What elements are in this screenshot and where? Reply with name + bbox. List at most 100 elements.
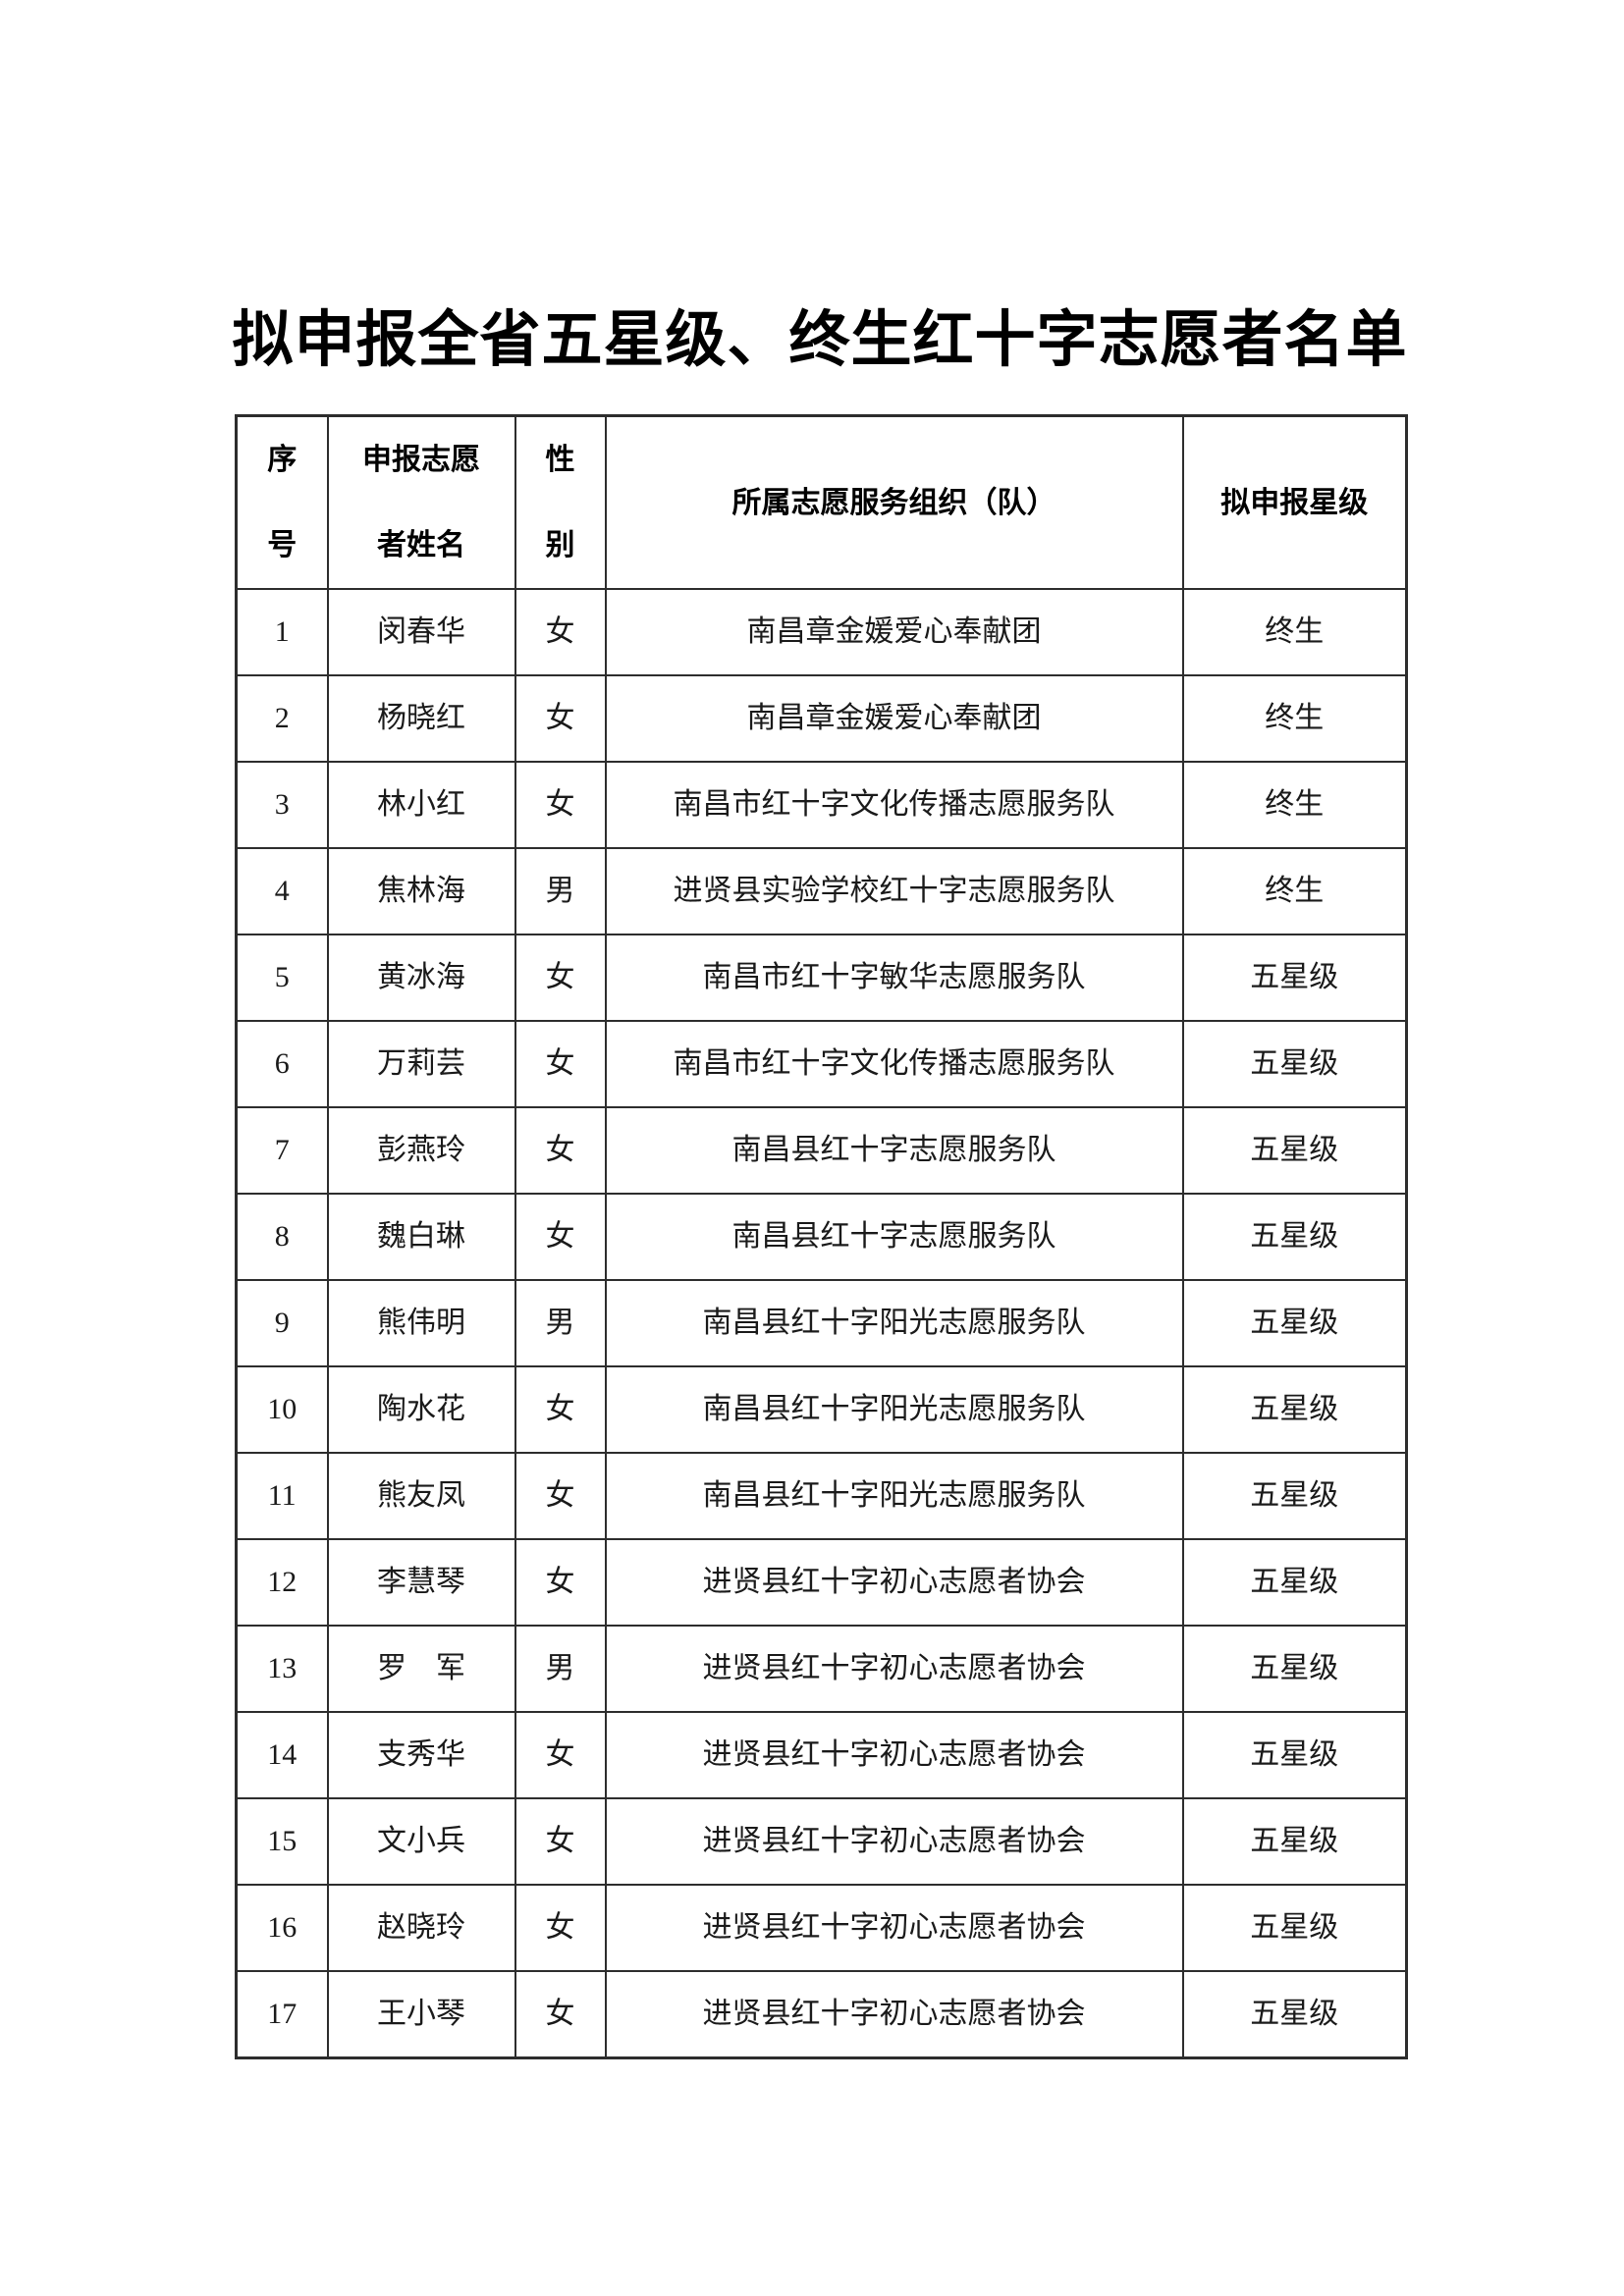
gender-cell: 女 xyxy=(514,1365,607,1454)
name-cell: 彭燕玲 xyxy=(326,1106,516,1195)
table-row: 13 罗 军男进贤县红十字初心志愿者协会 五星级 xyxy=(235,1625,1408,1713)
serial-cell: 13 xyxy=(235,1625,329,1713)
serial-cell: 12 xyxy=(235,1538,329,1627)
star-level-cell: 五星级 xyxy=(1181,1711,1408,1799)
table-row: 6 万莉芸女南昌市红十字文化传播志愿服务队 五星级 xyxy=(235,1020,1408,1108)
table-body: 1 闵春华女南昌章金媛爱心奉献团 终生 2 杨晓红女南昌章金媛爱心奉献团 终生 3 林小红女南… xyxy=(235,588,1408,2059)
star-level-cell: 五星级 xyxy=(1181,1020,1408,1108)
table-row: 2 杨晓红女南昌章金媛爱心奉献团 终生 xyxy=(235,674,1408,763)
column-header-name: 申报志愿 者姓名 xyxy=(326,414,516,590)
table-row: 11 熊友凤女南昌县红十字阳光志愿服务队 五星级 xyxy=(235,1452,1408,1540)
serial-cell: 17 xyxy=(235,1970,329,2059)
gender-cell: 女 xyxy=(514,1970,607,2059)
star-level-cell: 五星级 xyxy=(1181,1452,1408,1540)
serial-cell: 1 xyxy=(235,588,329,676)
organization-cell: 南昌县红十字志愿服务队 xyxy=(604,1193,1184,1281)
star-level-cell: 五星级 xyxy=(1181,1625,1408,1713)
gender-cell: 女 xyxy=(514,588,607,676)
gender-cell: 女 xyxy=(514,1797,607,1886)
organization-cell: 南昌县红十字志愿服务队 xyxy=(604,1106,1184,1195)
star-level-cell: 五星级 xyxy=(1181,1193,1408,1281)
star-level-cell: 五星级 xyxy=(1181,934,1408,1022)
name-cell: 杨晓红 xyxy=(326,674,516,763)
name-cell: 闵春华 xyxy=(326,588,516,676)
table-row: 8 魏白琳女南昌县红十字志愿服务队 五星级 xyxy=(235,1193,1408,1281)
star-level-cell: 五星级 xyxy=(1181,1970,1408,2059)
star-level-cell: 五星级 xyxy=(1181,1365,1408,1454)
name-cell: 魏白琳 xyxy=(326,1193,516,1281)
name-cell: 陶水花 xyxy=(326,1365,516,1454)
table-row: 10 陶水花女南昌县红十字阳光志愿服务队 五星级 xyxy=(235,1365,1408,1454)
organization-cell: 南昌章金媛爱心奉献团 xyxy=(604,674,1184,763)
table-row: 3 林小红女南昌市红十字文化传播志愿服务队 终生 xyxy=(235,761,1408,849)
serial-cell: 2 xyxy=(235,674,329,763)
gender-cell: 女 xyxy=(514,761,607,849)
serial-cell: 7 xyxy=(235,1106,329,1195)
organization-cell: 南昌县红十字阳光志愿服务队 xyxy=(604,1365,1184,1454)
table-row: 5 黄冰海女南昌市红十字敏华志愿服务队 五星级 xyxy=(235,934,1408,1022)
gender-cell: 男 xyxy=(514,1625,607,1713)
serial-cell: 6 xyxy=(235,1020,329,1108)
star-level-cell: 五星级 xyxy=(1181,1538,1408,1627)
gender-cell: 男 xyxy=(514,847,607,935)
star-level-cell: 五星级 xyxy=(1181,1106,1408,1195)
star-level-cell: 终生 xyxy=(1181,761,1408,849)
name-cell: 支秀华 xyxy=(326,1711,516,1799)
organization-cell: 进贤县红十字初心志愿者协会 xyxy=(604,1625,1184,1713)
serial-cell: 10 xyxy=(235,1365,329,1454)
document-title: 拟申报全省五星级、终生红十字志愿者名单 xyxy=(232,307,1408,374)
volunteer-table: 序 号 申报志愿 者姓名 性 别 所属志愿服务组织（队） 拟申报星级 1 闵春华女… xyxy=(235,414,1408,2059)
serial-cell: 4 xyxy=(235,847,329,935)
name-cell: 赵晓玲 xyxy=(326,1884,516,1972)
gender-cell: 女 xyxy=(514,934,607,1022)
organization-cell: 南昌市红十字敏华志愿服务队 xyxy=(604,934,1184,1022)
organization-cell: 进贤县红十字初心志愿者协会 xyxy=(604,1970,1184,2059)
name-cell: 罗 军 xyxy=(326,1625,516,1713)
name-cell: 王小琴 xyxy=(326,1970,516,2059)
column-header-star-level: 拟申报星级 xyxy=(1181,414,1408,590)
serial-cell: 5 xyxy=(235,934,329,1022)
star-level-cell: 五星级 xyxy=(1181,1884,1408,1972)
star-level-cell: 终生 xyxy=(1181,588,1408,676)
name-cell: 林小红 xyxy=(326,761,516,849)
table-row: 12 李慧琴女进贤县红十字初心志愿者协会 五星级 xyxy=(235,1538,1408,1627)
name-cell: 焦林海 xyxy=(326,847,516,935)
name-cell: 万莉芸 xyxy=(326,1020,516,1108)
gender-cell: 女 xyxy=(514,674,607,763)
star-level-cell: 五星级 xyxy=(1181,1797,1408,1886)
name-cell: 文小兵 xyxy=(326,1797,516,1886)
gender-cell: 女 xyxy=(514,1711,607,1799)
organization-cell: 南昌章金媛爱心奉献团 xyxy=(604,588,1184,676)
table-header-row: 序 号 申报志愿 者姓名 性 别 所属志愿服务组织（队） 拟申报星级 xyxy=(235,414,1408,590)
gender-cell: 女 xyxy=(514,1106,607,1195)
star-level-cell: 终生 xyxy=(1181,674,1408,763)
organization-cell: 进贤县红十字初心志愿者协会 xyxy=(604,1797,1184,1886)
gender-cell: 女 xyxy=(514,1538,607,1627)
table-row: 4 焦林海男进贤县实验学校红十字志愿服务队 终生 xyxy=(235,847,1408,935)
column-header-organization: 所属志愿服务组织（队） xyxy=(604,414,1184,590)
serial-cell: 15 xyxy=(235,1797,329,1886)
gender-cell: 女 xyxy=(514,1884,607,1972)
table-row: 14 支秀华女进贤县红十字初心志愿者协会 五星级 xyxy=(235,1711,1408,1799)
table-row: 15 文小兵女进贤县红十字初心志愿者协会 五星级 xyxy=(235,1797,1408,1886)
organization-cell: 进贤县红十字初心志愿者协会 xyxy=(604,1884,1184,1972)
gender-cell: 女 xyxy=(514,1193,607,1281)
table-row: 16 赵晓玲女进贤县红十字初心志愿者协会 五星级 xyxy=(235,1884,1408,1972)
gender-cell: 男 xyxy=(514,1279,607,1367)
name-cell: 李慧琴 xyxy=(326,1538,516,1627)
serial-cell: 3 xyxy=(235,761,329,849)
table-row: 7 彭燕玲女南昌县红十字志愿服务队 五星级 xyxy=(235,1106,1408,1195)
table-row: 9 熊伟明男南昌县红十字阳光志愿服务队 五星级 xyxy=(235,1279,1408,1367)
star-level-cell: 终生 xyxy=(1181,847,1408,935)
serial-cell: 16 xyxy=(235,1884,329,1972)
organization-cell: 南昌县红十字阳光志愿服务队 xyxy=(604,1279,1184,1367)
table-row: 17 王小琴女进贤县红十字初心志愿者协会 五星级 xyxy=(235,1970,1408,2059)
serial-cell: 9 xyxy=(235,1279,329,1367)
serial-cell: 11 xyxy=(235,1452,329,1540)
column-header-gender: 性 别 xyxy=(514,414,607,590)
organization-cell: 南昌市红十字文化传播志愿服务队 xyxy=(604,761,1184,849)
gender-cell: 女 xyxy=(514,1452,607,1540)
serial-cell: 8 xyxy=(235,1193,329,1281)
gender-cell: 女 xyxy=(514,1020,607,1108)
